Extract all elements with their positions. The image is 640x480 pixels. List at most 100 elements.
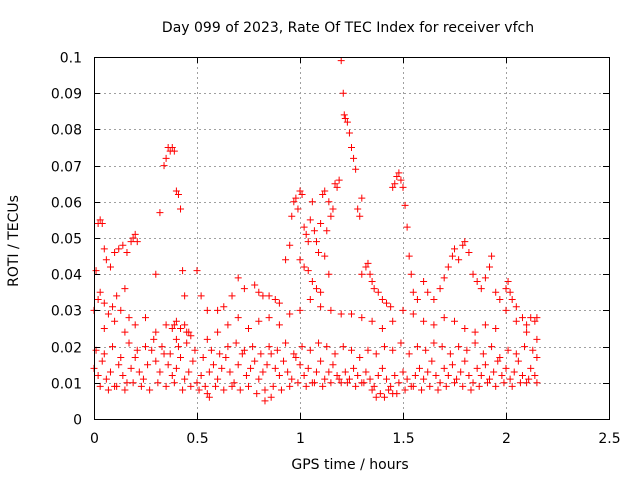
data-point (448, 361, 456, 369)
data-point (139, 375, 147, 383)
data-point (502, 306, 510, 314)
data-point (234, 274, 242, 282)
data-point (160, 350, 168, 358)
data-point (428, 357, 436, 365)
data-point (343, 379, 351, 387)
data-point (413, 343, 421, 351)
data-point (413, 296, 421, 304)
data-point (459, 382, 467, 390)
data-point (475, 382, 483, 390)
data-point (440, 314, 448, 322)
data-point (325, 368, 333, 376)
data-point (172, 317, 180, 325)
data-point (310, 379, 318, 387)
data-point (378, 296, 386, 304)
data-point (358, 270, 366, 278)
data-point (117, 353, 125, 361)
data-points (90, 57, 541, 405)
data-point (189, 357, 197, 365)
data-point (500, 379, 508, 387)
data-point (162, 154, 170, 162)
data-point (224, 343, 232, 351)
data-point (434, 386, 442, 394)
data-point (214, 375, 222, 383)
data-point (195, 386, 203, 394)
data-point (473, 277, 481, 285)
data-point (181, 321, 189, 329)
data-point (168, 144, 176, 151)
data-point (368, 277, 376, 285)
data-point (117, 306, 125, 314)
data-point (185, 368, 193, 376)
data-point (317, 220, 325, 228)
data-point (249, 343, 257, 351)
data-point (296, 306, 304, 314)
y-tick-label: 0.08 (51, 123, 82, 139)
data-point (230, 379, 238, 387)
x-tick-label: 1 (296, 431, 305, 447)
data-point (193, 267, 201, 275)
data-point (94, 296, 102, 304)
data-point (502, 285, 510, 293)
data-point (422, 346, 430, 354)
data-point (172, 187, 180, 195)
data-point (481, 321, 489, 329)
data-point (129, 379, 137, 387)
data-point (267, 350, 275, 358)
data-point (280, 357, 288, 365)
data-point (162, 382, 170, 390)
y-tick-label: 0.01 (51, 377, 82, 393)
y-tick-label: 0.1 (60, 51, 82, 67)
data-point (518, 372, 526, 380)
data-point (308, 198, 316, 206)
data-point (477, 285, 485, 293)
data-point (312, 285, 320, 293)
data-point (177, 353, 185, 361)
y-tick-label: 0.05 (51, 232, 82, 248)
data-point (302, 382, 310, 390)
data-point (228, 382, 236, 390)
data-point (341, 115, 349, 123)
data-point (109, 343, 117, 351)
data-point (98, 357, 106, 365)
data-point (236, 386, 244, 394)
data-point (362, 368, 370, 376)
data-point (364, 346, 372, 354)
data-point (356, 212, 364, 220)
data-point (251, 357, 259, 365)
data-point (133, 238, 141, 246)
data-point (362, 263, 370, 271)
data-point (352, 382, 360, 390)
data-point (350, 364, 358, 372)
data-point (152, 328, 160, 336)
data-point (405, 252, 413, 260)
data-point (300, 263, 308, 271)
data-point (125, 314, 133, 322)
data-point (179, 267, 187, 275)
data-point (523, 379, 531, 387)
data-point (96, 216, 104, 224)
data-point (170, 321, 178, 329)
data-point (506, 375, 514, 383)
data-point (312, 368, 320, 376)
data-point (207, 346, 215, 354)
data-point (319, 191, 327, 199)
data-point (242, 372, 250, 380)
data-point (288, 375, 296, 383)
data-point (451, 379, 458, 387)
data-point (492, 325, 500, 332)
data-point (142, 343, 149, 351)
data-point (179, 386, 187, 394)
data-point (271, 364, 279, 372)
data-point (104, 310, 112, 318)
data-point (339, 343, 347, 351)
data-point (436, 379, 444, 387)
x-tick-label: 2.5 (598, 431, 620, 447)
data-point (364, 259, 372, 267)
data-point (335, 176, 343, 184)
data-point (298, 191, 306, 199)
data-point (203, 390, 211, 398)
data-point (220, 386, 228, 394)
data-point (368, 317, 376, 325)
